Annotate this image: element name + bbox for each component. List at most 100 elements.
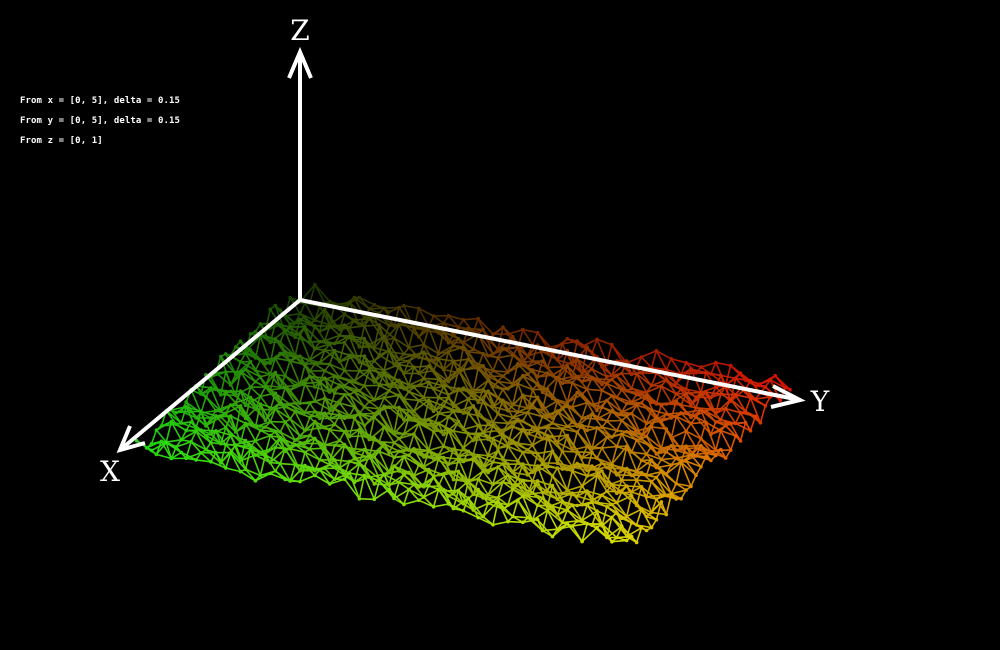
mesh-edge-738: [443, 360, 454, 371]
mesh-edge-3167: [472, 502, 489, 511]
mesh-edge-2233: [348, 417, 356, 437]
mesh-edge-3095: [611, 516, 623, 528]
mesh-edge-3308: [255, 472, 271, 482]
mesh-point-1005: [436, 484, 441, 488]
mesh-edge-89: [730, 364, 741, 374]
mesh-point-1051: [610, 515, 614, 520]
mesh-edge-2497: [656, 493, 672, 500]
mesh-edge-3306: [225, 467, 241, 473]
mesh-point-237: [758, 421, 763, 425]
mesh-point-174: [332, 324, 337, 329]
mesh-edge-623: [373, 335, 385, 349]
mesh-edge-462: [576, 358, 588, 375]
mesh-point-840: [535, 464, 540, 468]
mesh-edge-840: [453, 358, 469, 362]
mesh-point-78: [436, 331, 441, 335]
mesh-edge-1647: [443, 405, 454, 413]
mesh-edge-1749: [453, 410, 469, 414]
mesh-edge-2677: [542, 484, 553, 494]
mesh-edge-1163: [551, 400, 559, 419]
mesh-point-467: [605, 419, 609, 423]
mesh-edge-1352: [487, 390, 504, 401]
mesh-point-159: [620, 371, 624, 376]
mesh-edge-1435: [393, 383, 405, 400]
mesh-edge-920: [343, 342, 356, 358]
mesh-point-427: [521, 393, 525, 398]
mesh-point-993: [258, 450, 263, 455]
mesh-point-704: [555, 461, 560, 466]
mesh-edge-1339: [423, 381, 430, 398]
mesh-edge-550: [512, 354, 524, 366]
mesh-edge-87: [724, 365, 732, 386]
mesh-edge-793: [720, 408, 727, 421]
mesh-edge-1555: [492, 421, 508, 425]
mesh-point-426: [506, 408, 510, 413]
mesh-edge-2831: [309, 447, 325, 450]
mesh-point-911: [570, 491, 575, 496]
mesh-point-640: [624, 444, 629, 449]
mesh-edge-3272: [492, 501, 499, 525]
mesh-point-939: [476, 477, 481, 481]
mesh-point-598: [511, 424, 515, 429]
mesh-point-608: [659, 457, 664, 462]
mesh-point-769: [501, 458, 505, 462]
mesh-point-493: [481, 398, 485, 403]
mesh-edge-2187: [621, 468, 628, 481]
mesh-edge-869: [596, 390, 603, 411]
mesh-point-513: [268, 372, 273, 376]
mesh-point-1034: [357, 461, 362, 466]
mesh-point-823: [283, 420, 288, 424]
mesh-point-535: [595, 426, 599, 430]
mesh-point-1090: [169, 456, 174, 461]
mesh-point-986: [154, 428, 159, 432]
mesh-edge-2617: [244, 423, 257, 442]
mesh-edge-1640: [413, 399, 430, 412]
mesh-edge-2912: [210, 430, 217, 443]
mesh-point-79: [451, 332, 456, 337]
mesh-point-751: [233, 401, 238, 405]
mesh-edge-3268: [467, 497, 479, 518]
mesh-edge-882: [661, 400, 677, 407]
mesh-edge-1372: [586, 413, 593, 431]
mesh-point-260: [590, 375, 594, 380]
mesh-edge-3013: [210, 441, 226, 446]
mesh-point-1122: [134, 439, 139, 443]
mesh-edge-2654: [432, 458, 440, 477]
mesh-edge-2245: [408, 433, 415, 451]
mesh-point-849: [669, 492, 674, 496]
mesh-edge-2550: [413, 448, 425, 468]
mesh-point-197: [674, 392, 678, 396]
mesh-point-694: [407, 415, 411, 419]
mesh-point-342: [278, 340, 283, 344]
mesh-edge-1036: [423, 365, 430, 379]
mesh-point-126: [639, 371, 644, 375]
mesh-edge-2107: [225, 390, 241, 394]
mesh-point-461: [516, 410, 520, 414]
mesh-edge-2618: [254, 429, 262, 442]
mesh-point-379: [318, 361, 322, 365]
mesh-point-289: [511, 381, 515, 386]
mesh-point-1080: [530, 518, 535, 523]
mesh-point-1045: [521, 494, 525, 499]
mesh-point-537: [624, 430, 629, 434]
mesh-point-158: [605, 374, 609, 379]
mesh-edge-886: [675, 400, 687, 414]
mesh-point-350: [397, 362, 401, 367]
mesh-point-140: [337, 327, 342, 332]
mesh-point-142: [367, 316, 372, 321]
mesh-edge-3152: [398, 481, 414, 486]
mesh-edge-1335: [398, 379, 410, 393]
mesh-edge-236: [462, 328, 470, 343]
mesh-edge-497: [755, 396, 771, 400]
mesh-edge-3182: [546, 509, 563, 524]
mesh-edge-3300: [136, 440, 152, 452]
mesh-point-448: [323, 369, 327, 373]
mesh-point-1033: [342, 473, 347, 478]
mesh-point-1153: [595, 525, 599, 530]
mesh-point-1013: [555, 513, 560, 517]
mesh-point-436: [654, 415, 659, 420]
mesh-edge-60: [591, 339, 598, 354]
mesh-edge-2365: [497, 450, 509, 465]
mesh-edge-1791: [661, 457, 677, 461]
